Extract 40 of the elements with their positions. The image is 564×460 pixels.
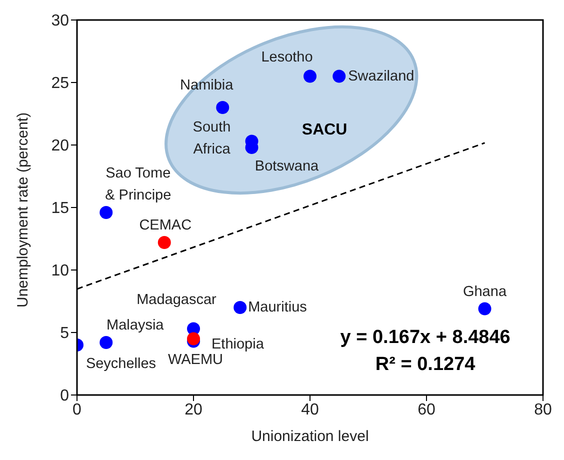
annotation: Ethiopia	[212, 336, 265, 352]
point	[478, 302, 492, 316]
annotation: WAEMU	[168, 352, 224, 368]
x-tick-label: 40	[301, 401, 319, 418]
point	[100, 336, 113, 349]
x-tick-label: 0	[72, 401, 82, 418]
annotation: y = 0.167x + 8.4846	[340, 327, 510, 348]
annotation: Sao Tome & Principe	[105, 166, 172, 204]
point	[332, 70, 346, 83]
annotation: CEMAC	[139, 218, 192, 234]
x-tick-label: 20	[184, 401, 202, 418]
annotation: Botswana	[254, 158, 320, 174]
annotation: Mauritius	[248, 300, 307, 316]
point	[234, 301, 247, 314]
annotation: SACU	[302, 122, 348, 138]
point	[304, 70, 316, 83]
x-tick-label: 80	[534, 401, 552, 418]
annotation: South Africa	[192, 119, 232, 158]
annotation: Madagascar	[136, 292, 217, 308]
x-axis-title: Unionization level	[251, 428, 369, 445]
annotation: Lesotho	[261, 49, 313, 66]
y-tick-label: 15	[51, 200, 70, 218]
x-tick-label: 60	[418, 401, 436, 418]
y-tick-label: 20	[51, 138, 70, 155]
annotation: Seychelles	[86, 356, 156, 372]
annotation: Swaziland	[348, 68, 414, 84]
y-tick-label: 25	[51, 75, 70, 92]
y-axis-title: Unemployment rate (percent)	[14, 112, 32, 308]
y-tick-label: 5	[60, 325, 70, 342]
point	[158, 236, 171, 249]
point	[216, 101, 230, 114]
point	[187, 332, 200, 346]
point	[100, 206, 113, 219]
annotation: Malaysia	[106, 318, 165, 334]
annotation: R² = 0.1274	[375, 354, 476, 375]
annotation: Namibia	[180, 78, 234, 94]
y-tick-label: 30	[51, 12, 70, 30]
y-tick-label: 0	[60, 388, 70, 405]
annotation: Ghana	[462, 284, 508, 300]
y-tick-label: 10	[51, 262, 70, 280]
